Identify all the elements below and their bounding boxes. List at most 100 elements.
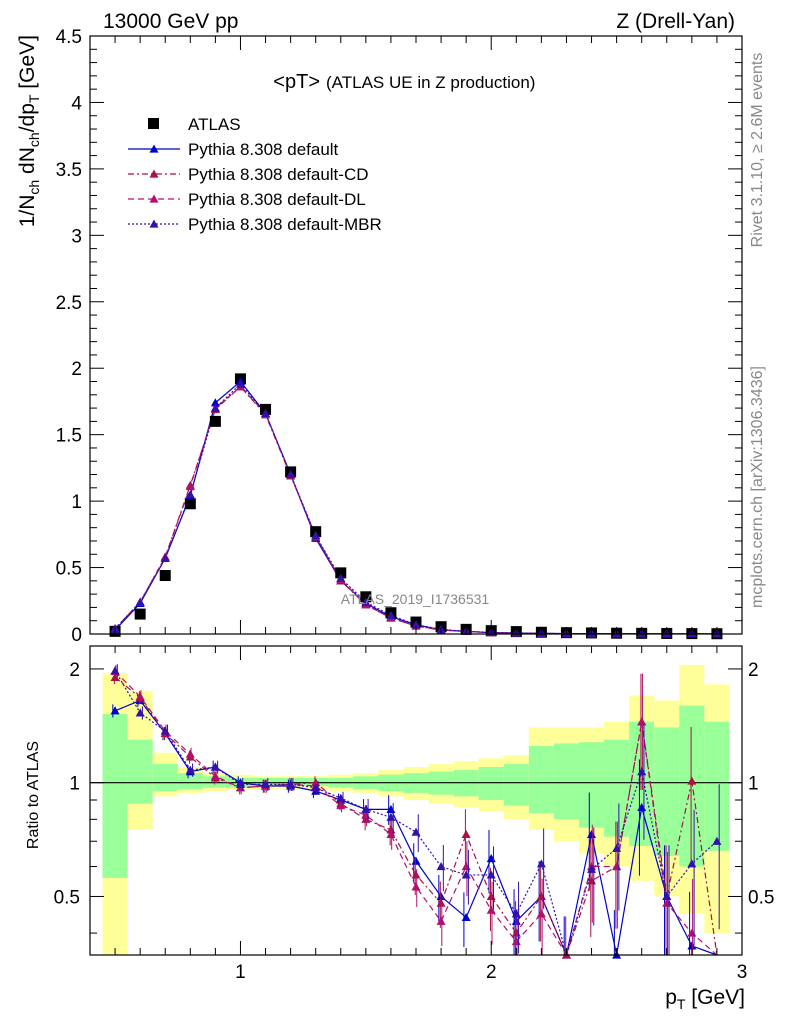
ratio-point-2 bbox=[637, 717, 647, 726]
ratio-point-3 bbox=[110, 666, 120, 675]
ratio-point-0 bbox=[687, 941, 697, 950]
ratio-point-3 bbox=[311, 783, 321, 792]
legend-label: Pythia 8.308 default bbox=[188, 140, 339, 159]
rivet-version-label: Rivet 3.1.10, ≥ 2.6M events bbox=[749, 53, 766, 248]
legend-label: Pythia 8.308 default-MBR bbox=[188, 215, 382, 234]
uncertainty-band-green bbox=[478, 767, 504, 800]
uncertainty-band-green bbox=[679, 705, 705, 867]
ratio-point-1 bbox=[511, 928, 521, 937]
series-point-4 bbox=[210, 403, 220, 412]
ratio-point-3 bbox=[637, 767, 647, 776]
ratio-point-2 bbox=[461, 862, 471, 871]
ratio-point-3 bbox=[511, 909, 521, 918]
series-point-4 bbox=[311, 531, 321, 540]
ratio-point-3 bbox=[135, 708, 145, 717]
y-tick-label: 4 bbox=[71, 93, 82, 114]
ratio-point-3 bbox=[461, 870, 471, 879]
ratio-point-1 bbox=[486, 891, 496, 901]
series-point-4 bbox=[286, 470, 296, 479]
ratio-point-2 bbox=[210, 771, 220, 780]
atlas-point bbox=[159, 570, 171, 582]
atlas-point bbox=[335, 567, 347, 579]
ratio-point-3 bbox=[436, 862, 446, 871]
ratio-point-1 bbox=[411, 870, 421, 879]
ratio-point-3 bbox=[361, 804, 371, 813]
ratio-y-tick-label-right: 2 bbox=[748, 660, 759, 681]
y-tick-label: 2.5 bbox=[56, 293, 82, 314]
y-axis-label-ratio: Ratio to ATLAS bbox=[25, 741, 42, 849]
ratio-point-3 bbox=[587, 864, 597, 873]
uncertainty-band-green bbox=[152, 764, 178, 792]
ratio-point-3 bbox=[210, 762, 220, 771]
ratio-point-0 bbox=[486, 854, 496, 863]
ratio-point-3 bbox=[687, 859, 697, 868]
ratio-point-2 bbox=[411, 882, 421, 891]
y-tick-label: 3.5 bbox=[56, 160, 82, 181]
series-point-4 bbox=[361, 597, 371, 606]
legend-item: Pythia 8.308 default-DL bbox=[128, 190, 366, 209]
ratio-point-0 bbox=[461, 912, 471, 922]
ratio-point-3 bbox=[411, 827, 421, 836]
atlas-point bbox=[360, 591, 372, 603]
series-point-4 bbox=[185, 489, 195, 499]
series-point-4 bbox=[336, 573, 346, 582]
ratio-y-tick-label: 1 bbox=[69, 774, 80, 795]
ratio-point-2 bbox=[185, 749, 195, 758]
series-point-4 bbox=[261, 408, 271, 418]
uncertainty-band-green bbox=[503, 764, 529, 806]
y-tick-label: 3 bbox=[71, 226, 82, 247]
uncertainty-band-green bbox=[102, 713, 128, 878]
ratio-point-1 bbox=[361, 814, 371, 823]
ratio-point-2 bbox=[135, 692, 145, 701]
ratio-point-3 bbox=[160, 726, 170, 735]
ratio-point-3 bbox=[286, 779, 296, 788]
watermark: ATLAS_2019_I1736531 bbox=[341, 591, 490, 607]
ratio-point-3 bbox=[235, 779, 245, 788]
legend-marker bbox=[149, 219, 159, 228]
y-tick-label: 1.5 bbox=[56, 426, 82, 447]
ratio-point-2 bbox=[386, 829, 396, 838]
legend-item: Pythia 8.308 default-CD bbox=[128, 165, 369, 184]
legend: ATLAS Pythia 8.308 default Pythia 8.308 de… bbox=[128, 115, 382, 234]
uncertainty-band-green bbox=[704, 721, 730, 851]
uncertainty-band-green bbox=[127, 739, 153, 804]
legend-item: Pythia 8.308 default-MBR bbox=[128, 215, 382, 234]
ratio-point-3 bbox=[261, 779, 271, 788]
ratio-point-2 bbox=[336, 801, 346, 810]
series-point-4 bbox=[160, 553, 170, 562]
ratio-y-tick-label: 2 bbox=[69, 660, 80, 681]
uncertainty-band-green bbox=[579, 742, 605, 828]
legend-marker bbox=[149, 144, 159, 153]
uncertainty-band-green bbox=[202, 776, 228, 788]
ratio-point-3 bbox=[712, 836, 722, 845]
main-panel: 0 0.5 1 1.5 2 2.5 3 3.5 4 4.5 <pT> (ATLAS UE in Z… bbox=[56, 27, 743, 646]
mcplots-label: mcplots.cern.ch [arXiv:1306.3436] bbox=[749, 366, 766, 608]
legend-marker bbox=[149, 194, 159, 203]
ratio-y-tick-label-right: 0.5 bbox=[748, 887, 774, 908]
series-point-4 bbox=[235, 379, 245, 388]
y-tick-label: 4.5 bbox=[56, 27, 82, 48]
ratio-y-tick-label-right: 1 bbox=[748, 774, 759, 795]
header-collision: 13000 GeV pp bbox=[103, 10, 238, 33]
legend-marker bbox=[149, 169, 159, 178]
y-axis-label-main: 1/Nch dNch/dpT [GeV] bbox=[16, 35, 42, 227]
ratio-point-1 bbox=[687, 776, 697, 785]
series-point-4 bbox=[386, 610, 396, 619]
ratio-point-3 bbox=[185, 765, 195, 774]
y-tick-label: 0.5 bbox=[56, 559, 82, 580]
y-tick-label: 0 bbox=[71, 625, 82, 646]
ratio-y-tick-label: 0.5 bbox=[54, 887, 80, 908]
legend-label: Pythia 8.308 default-DL bbox=[188, 190, 366, 209]
atlas-point bbox=[209, 415, 221, 427]
atlas-point bbox=[134, 608, 146, 620]
ratio-point-1 bbox=[436, 898, 446, 907]
ratio-point-3 bbox=[386, 812, 396, 821]
legend-item: ATLAS bbox=[148, 115, 241, 134]
uncertainty-band-green bbox=[553, 743, 579, 820]
series-point-4 bbox=[411, 620, 421, 629]
series-point-1 bbox=[210, 398, 220, 407]
y-tick-label: 2 bbox=[71, 359, 82, 380]
series-point-3 bbox=[185, 481, 195, 491]
ratio-point-1 bbox=[110, 672, 120, 681]
